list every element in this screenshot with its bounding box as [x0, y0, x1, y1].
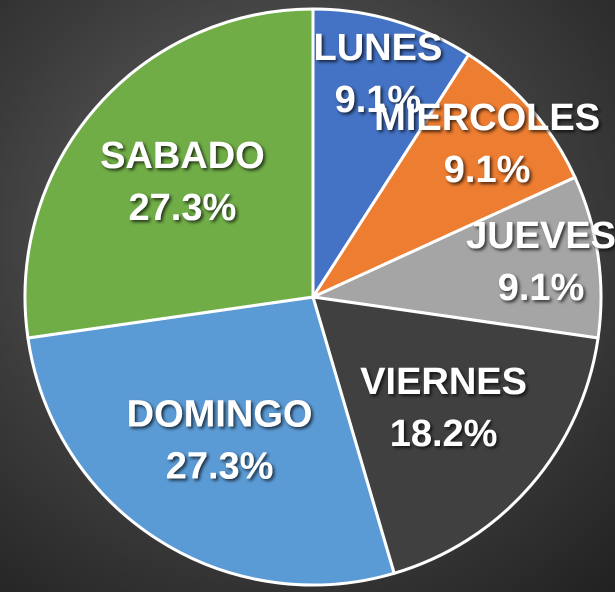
slice [310, 295, 600, 576]
labels: LUNES9.1%MIERCOLES9.1%JUEVES9.1%VIERNES1… [100, 27, 615, 487]
slice [23, 7, 315, 340]
value-label: 18.2% [390, 413, 498, 455]
slice-label: SABADO [100, 135, 265, 177]
pie [23, 7, 603, 587]
value-label: 27.3% [166, 445, 274, 487]
slice [26, 295, 397, 587]
value-label: 9.1% [335, 79, 422, 121]
value-label: 9.1% [444, 149, 531, 191]
value-label: 9.1% [498, 267, 585, 309]
slice-label: VIERNES [360, 361, 527, 403]
slice-label: LUNES [314, 27, 443, 69]
slice [311, 7, 471, 303]
slice [307, 175, 603, 340]
slice-label: MIERCOLES [374, 97, 600, 139]
slice-label: JUEVES [466, 215, 615, 257]
slice-label: DOMINGO [127, 393, 313, 435]
slice [308, 52, 577, 301]
value-label: 27.3% [129, 187, 237, 229]
